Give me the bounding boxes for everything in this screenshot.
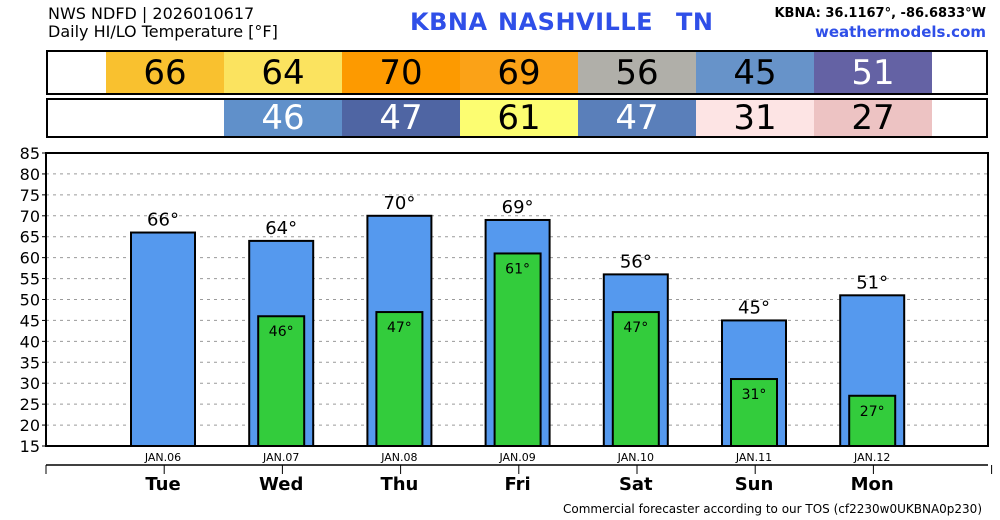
high-temp-cell: 51 [814, 52, 932, 93]
low-temp-cell: 47 [578, 98, 696, 138]
y-tick-label: 55 [20, 270, 40, 289]
y-tick-label: 45 [20, 311, 40, 330]
high-temp-label: 64° [265, 218, 297, 239]
y-tick-label: 25 [20, 395, 40, 414]
site-name: weathermodels.com [814, 23, 986, 41]
x-day-label: Sun [735, 474, 774, 495]
parameter-line: Daily HI/LO Temperature [°F] [48, 22, 278, 41]
low-temp-bar [730, 378, 778, 447]
y-tick-label: 15 [20, 437, 40, 456]
plot-frame [45, 152, 989, 447]
x-date-label: JAN.08 [380, 451, 417, 464]
high-temp-cell: 64 [224, 52, 342, 93]
x-day-label: Wed [259, 474, 303, 495]
y-tick-label: 85 [20, 144, 40, 163]
y-tick-label: 70 [20, 207, 40, 226]
high-temp-label: 56° [620, 251, 652, 272]
high-temp-label: 51° [856, 272, 888, 293]
high-temp-strip: 66 64 70 69 56 45 51 [46, 50, 988, 95]
x-day-label: Sat [619, 474, 653, 495]
low-temp-label: 61° [505, 261, 530, 277]
x-day-label: Fri [504, 474, 530, 495]
x-day-label: Thu [380, 474, 418, 495]
x-date-label: JAN.11 [735, 451, 772, 464]
city-name: NASHVILLE [498, 8, 654, 36]
high-temp-cell: 66 [106, 52, 224, 93]
y-tick-label: 30 [20, 374, 40, 393]
strip-blank-cell [48, 100, 106, 136]
low-temp-cell [106, 100, 224, 136]
y-tick-label: 60 [20, 249, 40, 268]
footer-note: Commercial forecaster according to our T… [562, 502, 982, 516]
high-temp-label: 69° [502, 197, 534, 218]
low-temp-label: 47° [623, 320, 648, 336]
x-date-label: JAN.12 [853, 451, 890, 464]
low-temp-strip: 46 47 61 47 31 27 [46, 98, 988, 138]
high-temp-label: 45° [738, 297, 770, 318]
high-temp-label: 66° [147, 210, 179, 231]
low-temp-cell: 27 [814, 98, 932, 138]
y-tick-label: 80 [20, 165, 40, 184]
x-day-label: Mon [851, 474, 894, 495]
state-code: TN [676, 8, 714, 36]
high-temp-cell: 70 [342, 52, 460, 93]
low-temp-label: 47° [387, 320, 412, 336]
strip-blank-cell [48, 52, 106, 93]
x-date-label: JAN.09 [498, 451, 535, 464]
low-temp-bar [611, 311, 660, 447]
low-temp-bar [257, 315, 306, 447]
station-coords: KBNA: 36.1167°, -86.6833°W [774, 6, 986, 21]
low-temp-label: 31° [742, 387, 767, 403]
low-temp-cell: 61 [460, 98, 578, 138]
y-tick-label: 75 [20, 186, 40, 205]
low-temp-cell: 31 [696, 98, 814, 138]
high-temp-bar [130, 231, 196, 447]
low-temp-label: 27° [860, 404, 885, 420]
low-temp-bar [493, 252, 542, 447]
x-day-label: Tue [145, 474, 180, 495]
x-date-label: JAN.10 [617, 451, 654, 464]
y-tick-label: 50 [20, 291, 40, 310]
high-temp-cell: 56 [578, 52, 696, 93]
x-date-label: JAN.07 [262, 451, 299, 464]
station-id: KBNA [410, 8, 488, 36]
product-line: NWS NDFD | 2026010617 [48, 4, 255, 23]
y-tick-label: 35 [20, 353, 40, 372]
x-date-label: JAN.06 [144, 451, 181, 464]
high-temp-label: 70° [383, 193, 415, 214]
y-tick-label: 40 [20, 332, 40, 351]
y-tick-label: 65 [20, 228, 40, 247]
low-temp-cell: 47 [342, 98, 460, 138]
high-temp-cell: 45 [696, 52, 814, 93]
high-temp-cell: 69 [460, 52, 578, 93]
y-tick-label: 20 [20, 416, 40, 435]
low-temp-label: 46° [269, 324, 294, 340]
low-temp-cell: 46 [224, 98, 342, 138]
